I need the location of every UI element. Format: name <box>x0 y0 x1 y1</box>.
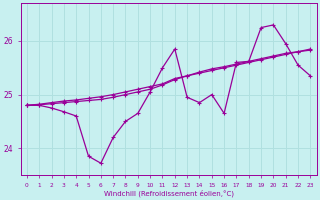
X-axis label: Windchill (Refroidissement éolien,°C): Windchill (Refroidissement éolien,°C) <box>104 189 234 197</box>
